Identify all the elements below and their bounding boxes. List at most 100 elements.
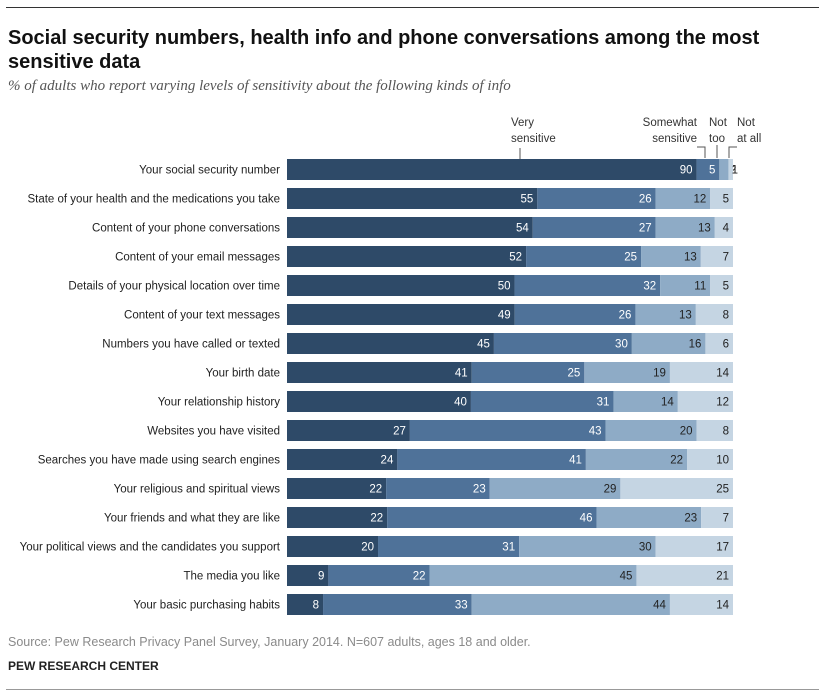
value-label: 25 <box>716 484 729 496</box>
bar-segment-not-too <box>519 536 656 557</box>
value-label: 8 <box>313 600 319 612</box>
value-label: 50 <box>498 281 511 293</box>
value-label: 41 <box>569 455 582 467</box>
bar-segment-very-sensitive <box>287 536 379 557</box>
value-label: 55 <box>521 194 534 206</box>
legend-pointer <box>728 146 737 158</box>
bar-segment-very-sensitive <box>287 391 471 412</box>
legend-pointer <box>697 146 706 158</box>
value-label: 40 <box>454 397 467 409</box>
bar-row-your-basic-purchasing-habits: Your basic purchasing habits 8 33 44 14 <box>133 594 733 615</box>
bar-segment-very-sensitive <box>287 449 398 470</box>
value-label: 1 <box>732 165 738 177</box>
bar-segment-not-too <box>719 159 729 180</box>
value-label: 30 <box>615 339 628 351</box>
chart-rows: Your social security number 90 5 21 State of… <box>20 159 738 615</box>
value-label: 8 <box>723 426 729 438</box>
value-label: 13 <box>679 310 692 322</box>
bar-row-your-political-views-and-the-candidates-you-support: Your political views and the candidates … <box>20 536 733 557</box>
bar-row-your-religious-and-spiritual-views: Your religious and spiritual views 22 23 29… <box>114 478 733 499</box>
bar-segment-not-at-all <box>710 188 733 209</box>
value-label: 49 <box>498 310 511 322</box>
bar-segment-not-too <box>635 304 696 325</box>
value-label: 14 <box>716 368 729 380</box>
value-label: 5 <box>723 281 729 293</box>
bar-segment-not-at-all <box>701 507 733 528</box>
source-note: Source: Pew Research Privacy Panel Surve… <box>8 635 531 649</box>
value-label: 27 <box>639 223 652 235</box>
value-label: 23 <box>473 484 486 496</box>
bar-row-your-social-security-number: Your social security number 90 5 21 <box>139 159 738 180</box>
value-label: 30 <box>639 542 652 554</box>
value-label: 27 <box>393 426 406 438</box>
bar-segment-somewhat-sensitive <box>526 246 642 267</box>
bar-segment-not-too <box>584 362 670 383</box>
value-label: 21 <box>716 571 729 583</box>
value-label: 32 <box>643 281 656 293</box>
bar-segment-not-at-all <box>677 391 733 412</box>
value-label: 16 <box>689 339 702 351</box>
bar-segment-very-sensitive <box>287 304 515 325</box>
value-label: 4 <box>723 223 730 235</box>
legend-label-not-at-all: at all <box>737 133 761 145</box>
chart-title: Social security numbers, health info and… <box>8 27 760 73</box>
value-label: 10 <box>716 455 729 467</box>
value-label: 23 <box>684 513 697 525</box>
value-label: 14 <box>661 397 674 409</box>
legend-label-very: sensitive <box>511 133 556 145</box>
bar-segment-somewhat-sensitive <box>386 478 490 499</box>
category-label: Numbers you have called or texted <box>102 339 280 351</box>
bar-row-searches-you-have-made-using-search-engines: Searches you have made using search engi… <box>38 449 733 470</box>
bar-segment-not-too <box>641 246 701 267</box>
value-label: 5 <box>723 194 729 206</box>
legend-label-somewhat: Somewhat <box>643 117 698 129</box>
bar-segment-not-at-all <box>669 362 733 383</box>
category-label: Your political views and the candidates … <box>20 542 281 554</box>
bar-row-content-of-your-phone-conversations: Content of your phone conversations 54 27 1… <box>92 217 733 238</box>
top-rule <box>6 7 819 8</box>
value-label: 22 <box>369 484 382 496</box>
value-label: 20 <box>361 542 374 554</box>
category-label: Details of your physical location over t… <box>68 281 280 293</box>
value-label: 13 <box>698 223 711 235</box>
value-label: 20 <box>680 426 693 438</box>
bar-segment-very-sensitive <box>287 275 515 296</box>
bar-segment-not-at-all <box>669 594 733 615</box>
legend-label-very: Very <box>511 117 534 129</box>
legend-label-somewhat: sensitive <box>652 133 697 145</box>
bar-segment-somewhat-sensitive <box>397 449 586 470</box>
value-label: 22 <box>413 571 426 583</box>
bar-segment-very-sensitive <box>287 565 329 586</box>
bar-segment-not-at-all <box>636 565 733 586</box>
stacked-bar-chart: VerysensitiveSomewhatsensitiveNottooNota… <box>20 117 761 615</box>
bar-row-the-media-you-like: The media you like 9 22 45 21 <box>183 565 733 586</box>
bar-segment-not-too <box>471 594 670 615</box>
brand-name: PEW RESEARCH CENTER <box>8 659 159 673</box>
value-label: 44 <box>653 600 666 612</box>
bar-row-state-of-your-health-and-the-medications-you-take: State of your health and the medications… <box>27 188 733 209</box>
bar-segment-somewhat-sensitive <box>537 188 656 209</box>
bar-segment-somewhat-sensitive <box>387 507 597 528</box>
bar-row-details-of-your-physical-location-over-time: Details of your physical location over t… <box>68 275 733 296</box>
bar-segment-somewhat-sensitive <box>493 333 632 354</box>
bar-segment-not-at-all <box>710 275 733 296</box>
bar-segment-somewhat-sensitive <box>409 420 606 441</box>
value-label: 13 <box>684 252 697 264</box>
bar-segment-very-sensitive <box>287 246 527 267</box>
value-label: 6 <box>723 339 729 351</box>
bar-segment-not-too <box>660 275 711 296</box>
bar-segment-somewhat-sensitive <box>696 159 720 180</box>
bar-segment-not-at-all <box>695 304 733 325</box>
value-label: 45 <box>620 571 633 583</box>
bar-row-numbers-you-have-called-or-texted: Numbers you have called or texted 45 30 16 6 <box>102 333 733 354</box>
bar-segment-not-too <box>596 507 702 528</box>
bar-segment-not-at-all <box>696 420 733 441</box>
value-label: 12 <box>716 397 729 409</box>
bar-segment-not-too <box>585 449 688 470</box>
bar-row-your-friends-and-what-they-are-like: Your friends and what they are like 22 46 2… <box>104 507 733 528</box>
legend-label-not-too: too <box>709 133 725 145</box>
value-label: 31 <box>597 397 610 409</box>
bar-row-your-relationship-history: Your relationship history 40 31 14 12 <box>158 391 733 412</box>
category-label: Content of your phone conversations <box>92 223 280 235</box>
category-label: State of your health and the medications… <box>27 194 280 206</box>
